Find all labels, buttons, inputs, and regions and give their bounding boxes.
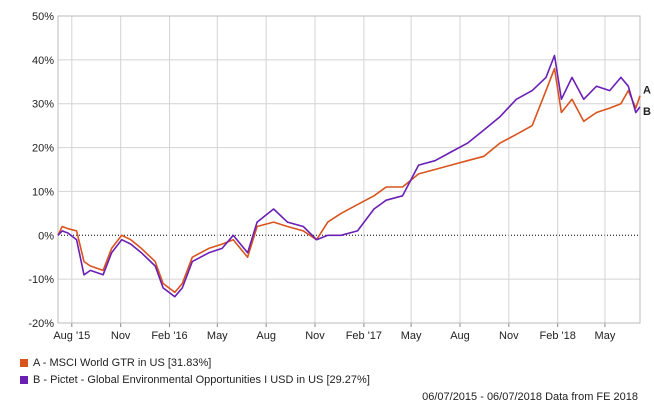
x-axis-tick-labels: Aug '15 Nov Feb '16 May Aug Nov Feb '17 May Aug N…: [53, 330, 616, 342]
x-tick-label: May: [401, 330, 422, 342]
x-tick-label: May: [595, 330, 616, 342]
y-axis-tick-labels: -20% -10% 0% 10% 20% 30% 40% 50%: [28, 11, 54, 330]
gridlines: [57, 15, 641, 327]
series-end-label-b: B: [643, 106, 651, 118]
series-line-a: [57, 67, 641, 294]
y-tick-label: 10%: [32, 186, 54, 198]
x-tick-label: May: [207, 330, 228, 342]
legend-label-a: A - MSCI World GTR in US [31.83%]: [33, 356, 212, 369]
x-tick-label: Aug: [256, 330, 276, 342]
legend-swatch-a: [20, 358, 28, 367]
x-tick-label: Feb '17: [346, 330, 382, 342]
series-end-label-a: A: [643, 85, 651, 97]
series-lines: [57, 54, 641, 298]
y-tick-label: 20%: [32, 143, 54, 155]
footer-source: Data from FE 2018: [545, 391, 638, 403]
x-tick-label: Nov: [305, 330, 325, 342]
y-tick-label: 40%: [32, 55, 54, 67]
legend-item-a: A - MSCI World GTR in US [31.83%]: [20, 354, 370, 371]
y-tick-label: 0%: [38, 230, 54, 242]
x-tick-label: Feb '16: [151, 330, 187, 342]
series-line-b: [57, 54, 641, 298]
x-tick-label: Aug '15: [53, 330, 90, 342]
plot-frame: [57, 15, 641, 324]
footer-date-range: 06/07/2015 - 06/07/2018: [422, 391, 542, 403]
y-tick-label: -20%: [28, 318, 54, 330]
x-tick-label: Aug: [450, 330, 470, 342]
legend: A - MSCI World GTR in US [31.83%] B - Pi…: [20, 354, 370, 388]
x-tick-label: Nov: [499, 330, 519, 342]
legend-swatch-b: [20, 375, 28, 384]
performance-line-chart: -20% -10% 0% 10% 20% 30% 40% 50% Aug '15 Nov Feb …: [28, 11, 651, 342]
legend-label-b: B - Pictet - Global Environmental Opport…: [33, 373, 370, 386]
x-tick-label: Nov: [111, 330, 131, 342]
y-tick-label: 50%: [32, 11, 54, 23]
footer: 06/07/2015 - 06/07/2018 Data from FE 201…: [422, 391, 638, 403]
legend-item-b: B - Pictet - Global Environmental Opport…: [20, 371, 370, 388]
y-tick-label: -10%: [28, 274, 54, 286]
series-end-labels: AB: [643, 85, 651, 118]
x-tick-label: Feb '18: [540, 330, 576, 342]
y-tick-label: 30%: [32, 99, 54, 111]
